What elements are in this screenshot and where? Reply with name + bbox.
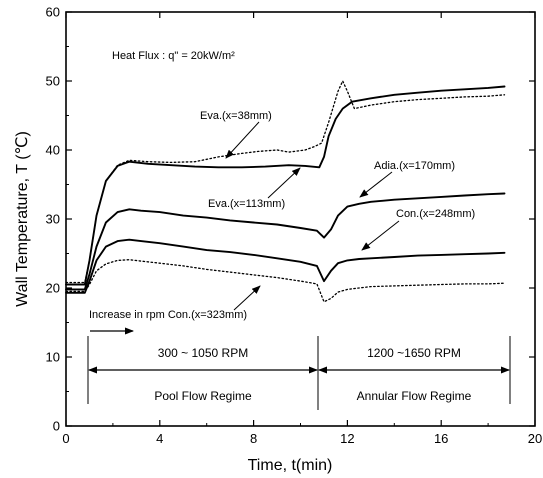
x-tick-label-5: 20 xyxy=(528,431,542,446)
y-tick-label-3: 30 xyxy=(46,212,60,227)
heat-flux-label: Heat Flux : q" = 20kW/m² xyxy=(112,50,235,62)
y-tick-label-6: 60 xyxy=(46,5,60,20)
y-tick-label-2: 20 xyxy=(46,281,60,296)
regime-right-label: Annular Flow Regime xyxy=(357,389,472,403)
x-tick-label-3: 12 xyxy=(340,431,354,446)
label-con323: Increase in rpm Con.(x=323mm) xyxy=(89,309,247,321)
rpm-left-label: 300 ~ 1050 RPM xyxy=(158,346,248,360)
label-con248: Con.(x=248mm) xyxy=(396,208,475,220)
x-tick-label-0: 0 xyxy=(62,431,69,446)
y-tick-label-4: 40 xyxy=(46,143,60,158)
series-line-3 xyxy=(65,238,506,294)
series-layer xyxy=(65,80,506,303)
x-axis-title: Time, t(min) xyxy=(248,457,333,474)
series-line-0 xyxy=(65,80,506,284)
axis-ticks xyxy=(65,11,536,427)
label-eva38: Eva.(x=38mm) xyxy=(200,110,272,122)
label-adia: Adia.(x=170mm) xyxy=(374,160,455,172)
arrow-eva113 xyxy=(267,167,301,199)
arrow-adia xyxy=(359,171,393,198)
y-tick-label-5: 50 xyxy=(46,74,60,89)
axis-tick-labels: 0 4 8 12 16 20 0 10 20 30 40 50 60 xyxy=(46,5,543,447)
arrow-eva38 xyxy=(225,121,260,159)
arrow-con323 xyxy=(233,285,261,311)
x-tick-label-1: 4 xyxy=(156,431,163,446)
series-line-4 xyxy=(65,259,506,303)
y-tick-label-0: 0 xyxy=(53,419,60,434)
rpm-right-label: 1200 ~1650 RPM xyxy=(367,346,461,360)
regime-left-label: Pool Flow Regime xyxy=(154,389,252,403)
x-tick-label-2: 8 xyxy=(250,431,257,446)
label-eva113: Eva.(x=113mm) xyxy=(208,198,285,210)
arrow-con248 xyxy=(361,220,400,251)
series-line-1 xyxy=(65,85,506,286)
x-tick-label-4: 16 xyxy=(434,431,448,446)
y-axis-title: Wall Temperature, T (℃) xyxy=(14,131,31,307)
series-line-2 xyxy=(65,192,506,291)
y-tick-label-1: 10 xyxy=(46,350,60,365)
